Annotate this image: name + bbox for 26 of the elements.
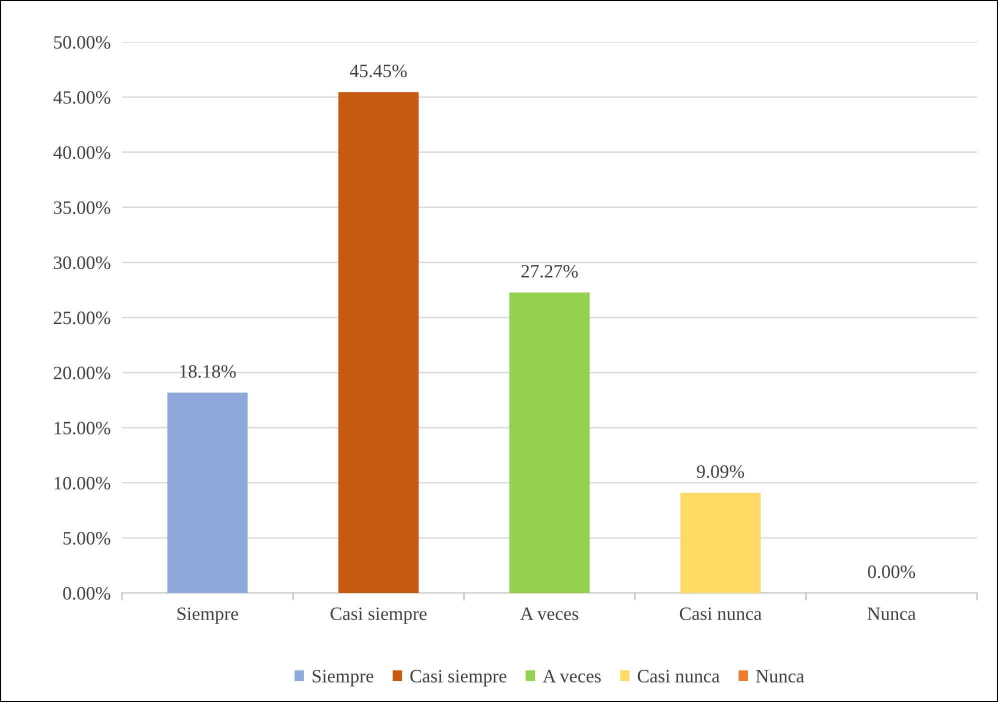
x-tick-label: Nunca: [868, 608, 916, 620]
legend-label: Casi nunca: [638, 670, 720, 683]
y-tick-label: 20.00%: [54, 366, 110, 380]
x-tick-label: Casi nunca: [680, 607, 762, 620]
y-tick-label: 45.00%: [53, 91, 110, 104]
y-tick-label: 35.00%: [54, 201, 110, 214]
data-label: 45.45%: [350, 64, 407, 78]
legend-label: Nunca: [756, 670, 804, 683]
y-tick-label: 15.00%: [54, 422, 110, 434]
y-tick-label: 40.00%: [53, 146, 110, 159]
legend-label: Casi siempre: [410, 670, 506, 686]
y-tick-label: 10.00%: [54, 476, 110, 490]
y-tick-label: 5.00%: [64, 532, 110, 545]
y-tick-label: 50.00%: [54, 36, 110, 49]
data-label: 18.18%: [180, 365, 236, 378]
data-label: 9.09%: [696, 465, 744, 478]
x-tick-label: A veces: [520, 608, 578, 620]
legend-label: Siempre: [312, 670, 374, 686]
y-tick-label: 0.00%: [63, 587, 110, 600]
data-label: 0.00%: [868, 565, 916, 578]
y-tick-label: 25.00%: [54, 312, 110, 324]
x-tick-label: Casi siempre: [330, 607, 427, 624]
y-tick-label: 30.00%: [54, 256, 110, 270]
x-tick-label: Siempre: [178, 607, 238, 624]
legend-label: A veces: [542, 670, 601, 683]
data-label: 27.27%: [521, 264, 578, 278]
